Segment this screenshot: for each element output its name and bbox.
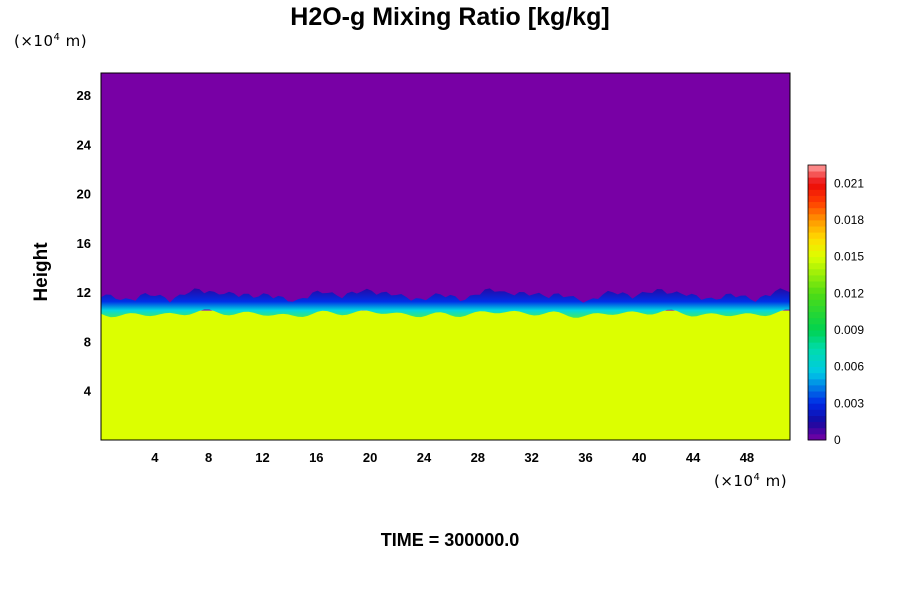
colorbar-segment	[808, 299, 826, 306]
colorbar-segment	[808, 433, 826, 441]
colorbar-segment	[808, 177, 826, 184]
y-tick-label: 20	[77, 187, 91, 202]
colorbar-tick-label: 0.006	[834, 360, 864, 374]
colorbar-segment	[808, 207, 826, 215]
colorbar-segment	[808, 171, 826, 178]
upper-region	[101, 73, 790, 311]
x-tick-label: 32	[524, 450, 538, 465]
x-tick-label: 48	[740, 450, 754, 465]
colorbar-segment	[808, 360, 826, 368]
colorbar-segment	[808, 189, 826, 196]
colorbar-segment	[808, 323, 826, 331]
colorbar-tick-label: 0.018	[834, 213, 864, 227]
colorbar-segment	[808, 268, 826, 276]
y-tick-label: 24	[77, 137, 92, 152]
colorbar-segment	[808, 354, 826, 361]
colorbar-segment	[808, 281, 826, 288]
time-label: TIME = 300000.0	[380, 530, 520, 550]
x-tick-label: 8	[205, 450, 212, 465]
y-tick-label: 28	[77, 88, 91, 103]
colorbar-tick-label: 0.012	[834, 286, 864, 300]
colorbar-segment	[808, 427, 826, 435]
colorbar-segment	[808, 336, 826, 343]
colorbar-segment	[808, 287, 826, 294]
colorbar-segment	[808, 342, 826, 349]
x-axis-unit: (×104 m)	[714, 472, 788, 490]
colorbar-segment	[808, 403, 826, 410]
colorbar-segment	[808, 238, 826, 245]
chart-title: H2O-g Mixing Ratio [kg/kg]	[290, 3, 610, 31]
colorbar-segment	[808, 317, 826, 325]
colorbar-segment	[808, 378, 826, 386]
colorbar-segment	[808, 213, 826, 221]
colorbar-segment	[808, 232, 826, 239]
plot-frame	[100, 72, 791, 441]
x-tick-label: 28	[471, 450, 485, 465]
x-tick-label: 4	[151, 450, 159, 465]
colorbar-segment	[808, 330, 826, 337]
colorbar-segment	[808, 250, 826, 258]
x-tick-label: 44	[686, 450, 701, 465]
colorbar-segment	[808, 409, 826, 416]
transition-band	[101, 288, 790, 318]
y-tick-label: 8	[84, 334, 91, 349]
colorbar-segment	[808, 415, 826, 423]
y-axis-unit: (×104 m)	[14, 32, 88, 50]
x-tick-label: 16	[309, 450, 323, 465]
colorbar-segment	[808, 293, 826, 300]
colorbar-segment	[808, 366, 826, 374]
x-tick-label: 36	[578, 450, 592, 465]
y-tick-label: 16	[77, 236, 91, 251]
x-tick-label: 12	[255, 450, 269, 465]
y-tick-label: 4	[84, 384, 92, 399]
colorbar-segment	[808, 201, 826, 209]
colorbar-tick-label: 0.009	[834, 323, 864, 337]
x-tick-label: 40	[632, 450, 646, 465]
colorbar-segment	[808, 397, 826, 404]
colorbar-tick-label: 0.003	[834, 396, 864, 410]
colorbar-segment	[808, 262, 826, 270]
colorbar-segment	[808, 311, 826, 319]
colorbar-tick-label: 0	[834, 433, 841, 447]
colorbar-segment	[808, 421, 826, 429]
colorbar-segment	[808, 165, 826, 172]
colorbar-segment	[808, 226, 826, 233]
colorbar-segment	[808, 372, 826, 380]
colorbar-tick-label: 0.015	[834, 250, 864, 264]
colorbar-segment	[808, 391, 826, 398]
colorbar-segment	[808, 348, 826, 355]
colorbar-segment	[808, 195, 826, 203]
colorbar-segment	[808, 220, 826, 227]
colorbar-frame	[807, 164, 827, 441]
colorbar-segment	[808, 305, 826, 313]
lower-region	[101, 310, 790, 440]
x-tick-label: 20	[363, 450, 377, 465]
y-tick-label: 12	[77, 285, 91, 300]
colorbar-segment	[808, 183, 826, 190]
colorbar-segment	[808, 256, 826, 264]
colorbar-segment	[808, 275, 826, 282]
colorbar-tick-label: 0.021	[834, 176, 864, 190]
x-tick-label: 24	[417, 450, 432, 465]
colorbar-segment	[808, 385, 826, 392]
colorbar-segment	[808, 244, 826, 251]
